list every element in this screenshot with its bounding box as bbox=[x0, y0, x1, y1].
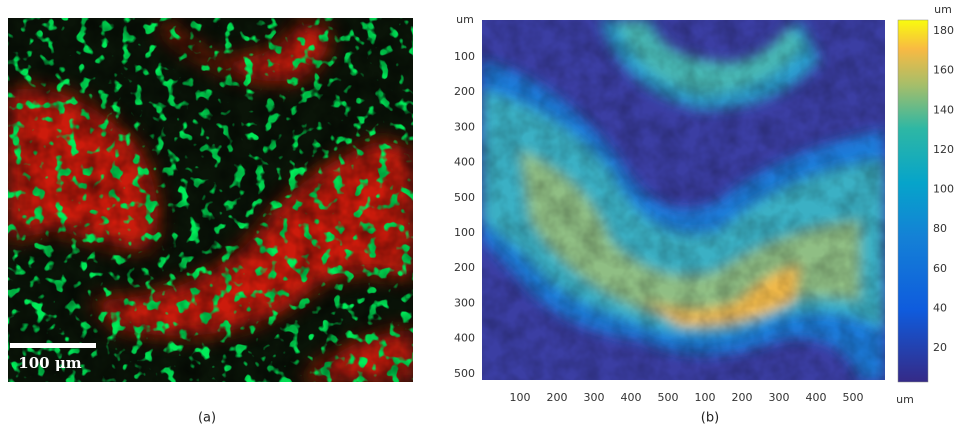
colorbar-label: 160 bbox=[933, 64, 954, 77]
caption: (a) bbox=[198, 411, 216, 426]
x-tick-label: 500 bbox=[658, 391, 679, 404]
y-tick-label: 200 bbox=[454, 261, 475, 274]
x-unit: um bbox=[896, 393, 914, 406]
caption: (b) bbox=[701, 411, 719, 426]
colorbar-label: 120 bbox=[933, 143, 954, 156]
y-tick-label: 300 bbox=[454, 296, 475, 309]
colorbar-label: 60 bbox=[933, 262, 947, 275]
x-tick-label: 100 bbox=[510, 391, 531, 404]
microscopy-image: 100 μm bbox=[8, 18, 413, 382]
y-unit: um bbox=[456, 13, 474, 26]
x-tick-label: 400 bbox=[806, 391, 827, 404]
colorbar bbox=[897, 19, 929, 383]
x-tick-label: 300 bbox=[769, 391, 790, 404]
x-tick-label: 100 bbox=[695, 391, 716, 404]
colorbar-label: 180 bbox=[933, 24, 954, 37]
y-tick-label: 500 bbox=[454, 367, 475, 380]
x-tick-label: 500 bbox=[843, 391, 864, 404]
y-tick-label: 200 bbox=[454, 85, 475, 98]
colorbar-label: 80 bbox=[933, 222, 947, 235]
y-tick-label: 300 bbox=[454, 120, 475, 133]
scale-bar-label: 100 μm bbox=[18, 354, 82, 372]
colorbar-label: 100 bbox=[933, 183, 954, 196]
x-tick-label: 200 bbox=[732, 391, 753, 404]
y-tick-label: 100 bbox=[454, 50, 475, 63]
y-tick-label: 400 bbox=[454, 156, 475, 169]
x-tick-label: 200 bbox=[547, 391, 568, 404]
colorbar-label: 140 bbox=[933, 103, 954, 116]
x-tick-label: 300 bbox=[584, 391, 605, 404]
height-map bbox=[482, 20, 885, 380]
x-tick-label: 400 bbox=[621, 391, 642, 404]
y-tick-label: 500 bbox=[454, 191, 475, 204]
colorbar-unit: um bbox=[934, 3, 952, 16]
colorbar-label: 20 bbox=[933, 341, 947, 354]
y-tick-label: 400 bbox=[454, 332, 475, 345]
y-tick-label: 100 bbox=[454, 226, 475, 239]
colorbar-label: 40 bbox=[933, 301, 947, 314]
